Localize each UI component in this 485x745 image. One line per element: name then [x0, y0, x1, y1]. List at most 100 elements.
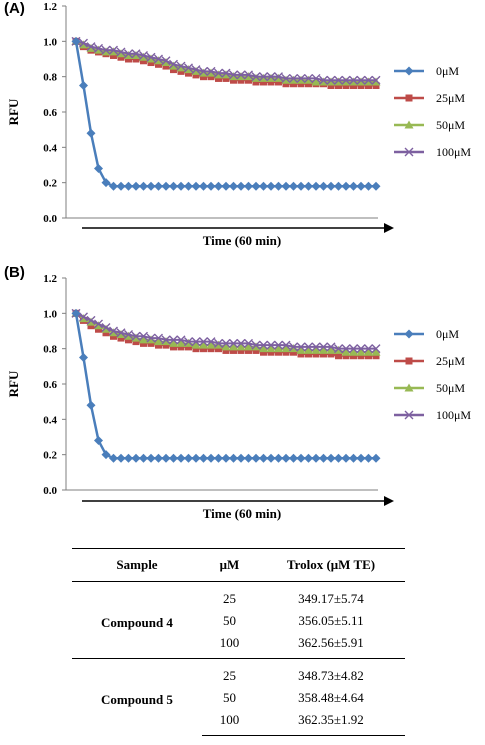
data-point: [206, 337, 216, 347]
data-point: [229, 342, 238, 351]
x-axis-label: Time (60 min): [203, 506, 281, 521]
data-point: [169, 61, 178, 70]
data-point: [214, 338, 223, 348]
data-point: [94, 319, 103, 329]
table-row: Compound 5 25 348.73±4.82: [72, 658, 405, 736]
data-point: [117, 334, 125, 342]
data-point: [260, 348, 267, 356]
data-point: [259, 344, 268, 353]
data-point: [334, 453, 343, 463]
data-point: [109, 328, 118, 337]
data-point: [124, 50, 133, 59]
data-point: [297, 350, 305, 358]
data-point: [116, 49, 126, 58]
data-point: [356, 453, 366, 463]
um-cell: 50: [223, 613, 236, 628]
data-point: [320, 350, 327, 358]
data-point: [86, 128, 96, 138]
data-point: [116, 47, 126, 57]
data-point: [334, 345, 343, 354]
data-point: [251, 73, 261, 82]
data-point: [282, 348, 290, 356]
data-point: [86, 317, 96, 326]
data-point: [125, 336, 132, 344]
legend-label: 25μM: [436, 91, 465, 105]
data-point: [319, 342, 328, 352]
x-axis-label: Time (60 min): [203, 233, 281, 248]
data-point: [296, 342, 306, 352]
data-point: [176, 453, 186, 463]
table-row: 100 362.35±1.92: [72, 709, 405, 736]
data-point: [191, 66, 201, 75]
data-point: [94, 321, 103, 330]
sample-cell: Compound 5: [72, 658, 202, 736]
data-point: [110, 332, 117, 340]
data-point: [147, 339, 155, 347]
data-point: [199, 66, 208, 76]
data-point: [86, 43, 96, 52]
data-point: [251, 340, 261, 350]
data-point: [101, 178, 111, 188]
data-point: [131, 333, 141, 342]
data-point: [215, 74, 222, 82]
data-point: [304, 181, 313, 191]
data-point: [154, 333, 163, 343]
y-tick-label: 0.6: [43, 379, 57, 391]
data-point: [364, 181, 373, 191]
data-point: [79, 38, 88, 48]
data-point: [146, 52, 156, 62]
data-point: [176, 61, 186, 71]
data-point: [131, 181, 141, 191]
data-point: [311, 345, 321, 354]
data-point: [342, 82, 350, 89]
data-point: [319, 345, 328, 354]
data-point: [356, 181, 366, 191]
data-point: [275, 348, 282, 356]
data-point: [222, 74, 230, 82]
header-trolox: Trolox (μM TE): [257, 548, 405, 582]
data-point: [184, 181, 193, 191]
legend-entry: 25μM: [394, 91, 465, 105]
trolox-cell: 356.05±5.11: [298, 613, 364, 628]
data-point: [289, 344, 298, 353]
data-point: [236, 342, 246, 351]
legend-marker: [404, 383, 414, 392]
data-point: [281, 181, 291, 191]
data-point: [222, 346, 230, 354]
data-point: [109, 453, 118, 463]
data-point: [199, 68, 208, 77]
data-point: [274, 181, 283, 191]
legend-label: 50μM: [436, 381, 465, 395]
data-point: [311, 181, 321, 191]
data-point: [221, 181, 231, 191]
data-point: [154, 337, 163, 346]
data-point: [349, 344, 358, 354]
data-point: [371, 344, 381, 354]
data-point: [101, 322, 111, 332]
data-point: [266, 453, 276, 463]
data-point: [154, 453, 163, 463]
series-line: [74, 41, 376, 188]
data-point: [266, 72, 276, 82]
data-point: [131, 453, 141, 463]
data-point: [124, 453, 133, 463]
data-point: [125, 55, 132, 63]
data-point: [274, 453, 283, 463]
data-point: [185, 343, 192, 351]
legend-entry: 0μM: [394, 327, 459, 341]
data-point: [326, 345, 336, 354]
data-point: [326, 453, 336, 463]
data-point: [199, 340, 208, 349]
data-point: [154, 181, 163, 191]
data-point: [356, 344, 366, 354]
data-point: [274, 73, 283, 82]
legend-entry: 100μM: [394, 408, 471, 422]
data-point: [334, 75, 343, 85]
data-point: [101, 450, 111, 460]
table-row: 50 356.05±5.11: [72, 610, 405, 632]
data-point: [221, 68, 231, 78]
time-arrow-head: [384, 496, 394, 506]
data-point: [259, 181, 268, 191]
um-cell: 50: [223, 690, 236, 705]
data-point: [176, 63, 186, 72]
